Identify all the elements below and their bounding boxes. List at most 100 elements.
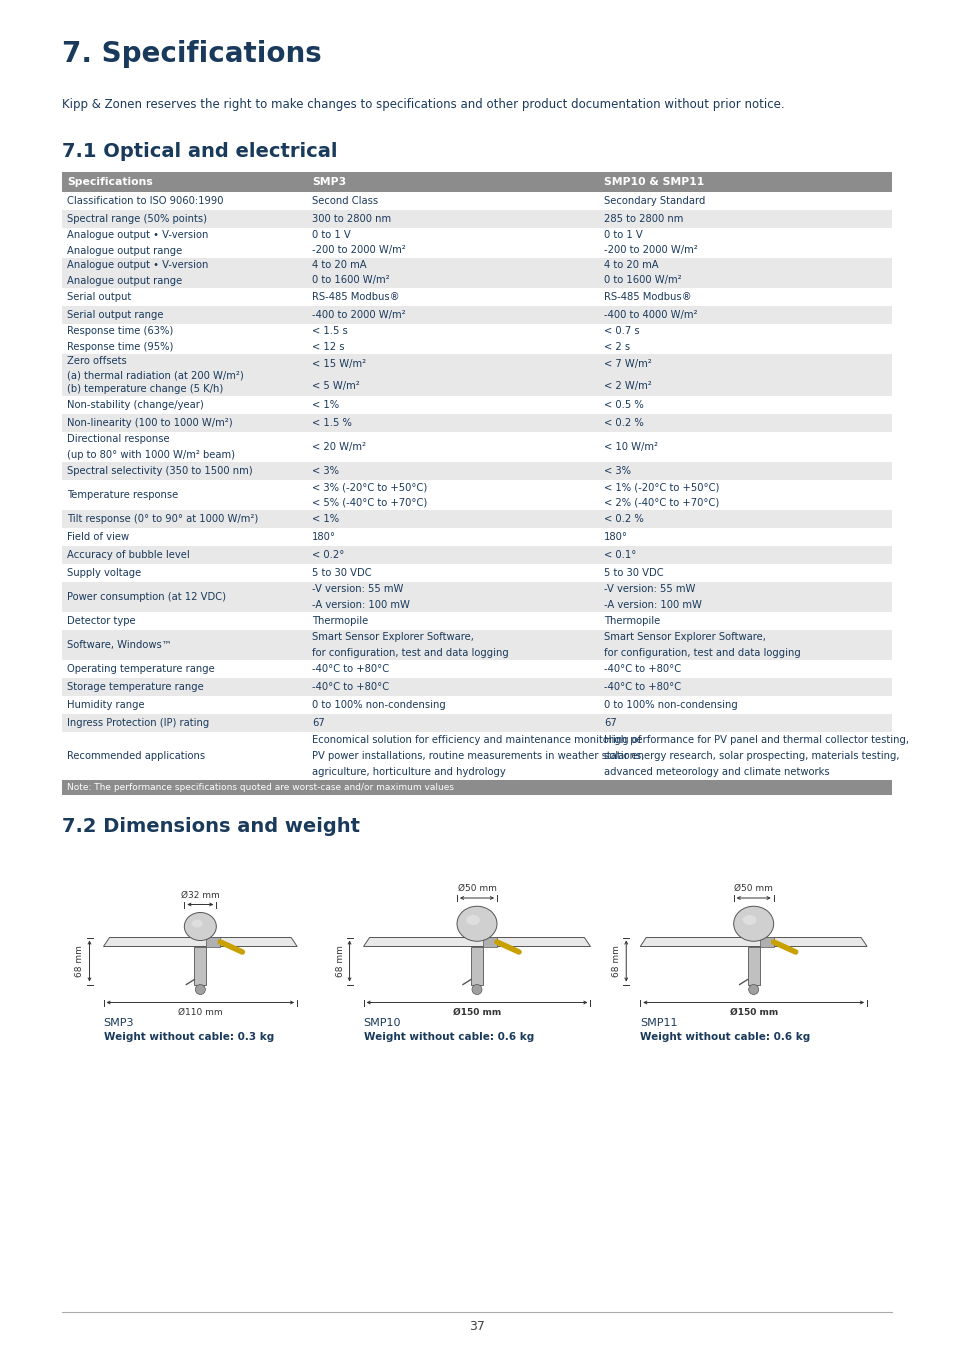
Text: PV power installations, routine measurements in weather stations,: PV power installations, routine measurem… <box>312 751 643 761</box>
Text: Weight without cable: 0.6 kg: Weight without cable: 0.6 kg <box>639 1033 810 1042</box>
Text: Kipp & Zonen reserves the right to make changes to specifications and other prod: Kipp & Zonen reserves the right to make … <box>62 99 783 111</box>
Text: Supply voltage: Supply voltage <box>67 568 141 578</box>
Text: < 1%: < 1% <box>312 400 338 410</box>
Text: for configuration, test and data logging: for configuration, test and data logging <box>603 648 800 657</box>
Ellipse shape <box>456 906 497 941</box>
Text: 5 to 30 VDC: 5 to 30 VDC <box>312 568 371 578</box>
Bar <box>62 732 891 780</box>
Text: 0 to 100% non-condensing: 0 to 100% non-condensing <box>603 701 737 710</box>
Bar <box>62 354 891 396</box>
Text: Analogue output range: Analogue output range <box>67 275 182 285</box>
Text: -V version: 55 mW: -V version: 55 mW <box>603 585 695 594</box>
Bar <box>62 288 891 306</box>
Text: Thermopile: Thermopile <box>312 616 368 626</box>
Text: < 0.7 s: < 0.7 s <box>603 327 639 336</box>
Text: 0 to 100% non-condensing: 0 to 100% non-condensing <box>312 701 445 710</box>
Text: < 1.5 %: < 1.5 % <box>312 418 352 428</box>
Bar <box>62 192 891 211</box>
Text: advanced meteorology and climate networks: advanced meteorology and climate network… <box>603 767 829 778</box>
Bar <box>62 211 891 228</box>
Ellipse shape <box>741 915 756 925</box>
Text: < 5 W/m²: < 5 W/m² <box>312 381 359 390</box>
Text: -A version: 100 mW: -A version: 100 mW <box>312 599 409 609</box>
Text: < 20 W/m²: < 20 W/m² <box>312 441 365 452</box>
Text: -400 to 4000 W/m²: -400 to 4000 W/m² <box>603 310 697 320</box>
Text: < 0.2°: < 0.2° <box>312 549 344 560</box>
Text: 0 to 1600 W/m²: 0 to 1600 W/m² <box>603 275 681 285</box>
Text: -40°C to +80°C: -40°C to +80°C <box>603 664 680 674</box>
Text: Ø50 mm: Ø50 mm <box>457 884 496 892</box>
Text: < 15 W/m²: < 15 W/m² <box>312 359 366 370</box>
Text: Detector type: Detector type <box>67 616 135 626</box>
Text: -400 to 2000 W/m²: -400 to 2000 W/m² <box>312 310 405 320</box>
Text: Accuracy of bubble level: Accuracy of bubble level <box>67 549 190 560</box>
Text: 180°: 180° <box>603 532 627 541</box>
Bar <box>62 697 891 714</box>
Bar <box>759 937 773 946</box>
Bar <box>62 660 891 678</box>
Bar <box>62 714 891 732</box>
Text: agriculture, horticulture and hydrology: agriculture, horticulture and hydrology <box>312 767 505 778</box>
Bar <box>62 678 891 697</box>
Ellipse shape <box>733 906 773 941</box>
Text: -200 to 2000 W/m²: -200 to 2000 W/m² <box>603 246 697 255</box>
Text: RS-485 Modbus®: RS-485 Modbus® <box>312 292 399 302</box>
Bar <box>62 510 891 528</box>
Text: Power consumption (at 12 VDC): Power consumption (at 12 VDC) <box>67 593 226 602</box>
Bar <box>62 481 891 510</box>
Circle shape <box>748 984 758 995</box>
Text: -200 to 2000 W/m²: -200 to 2000 W/m² <box>312 246 405 255</box>
Bar <box>62 228 891 258</box>
Text: Ø150 mm: Ø150 mm <box>453 1007 500 1017</box>
Text: < 5% (-40°C to +70°C): < 5% (-40°C to +70°C) <box>312 498 427 508</box>
Polygon shape <box>639 937 866 946</box>
Text: Smart Sensor Explorer Software,: Smart Sensor Explorer Software, <box>603 633 765 643</box>
Text: < 12 s: < 12 s <box>312 342 344 351</box>
Text: -40°C to +80°C: -40°C to +80°C <box>312 682 389 693</box>
Ellipse shape <box>192 919 203 927</box>
Text: (a) thermal radiation (at 200 W/m²): (a) thermal radiation (at 200 W/m²) <box>67 370 244 379</box>
Text: SMP10 & SMP11: SMP10 & SMP11 <box>603 177 703 188</box>
Text: Ø50 mm: Ø50 mm <box>734 884 772 892</box>
Text: SMP3: SMP3 <box>103 1018 133 1029</box>
Text: SMP11: SMP11 <box>639 1018 677 1029</box>
Text: 0 to 1 V: 0 to 1 V <box>603 231 642 240</box>
Text: < 2% (-40°C to +70°C): < 2% (-40°C to +70°C) <box>603 498 719 508</box>
Text: < 2 s: < 2 s <box>603 342 630 351</box>
Text: 0 to 1 V: 0 to 1 V <box>312 231 351 240</box>
Text: Ø110 mm: Ø110 mm <box>178 1007 222 1017</box>
Text: SMP10: SMP10 <box>363 1018 400 1029</box>
Text: < 3%: < 3% <box>603 466 630 477</box>
Bar <box>194 946 206 984</box>
Text: Temperature response: Temperature response <box>67 490 178 500</box>
Text: 4 to 20 mA: 4 to 20 mA <box>312 261 366 270</box>
Text: 7.2 Dimensions and weight: 7.2 Dimensions and weight <box>62 817 359 836</box>
Text: < 3% (-20°C to +50°C): < 3% (-20°C to +50°C) <box>312 482 427 493</box>
Text: 4 to 20 mA: 4 to 20 mA <box>603 261 658 270</box>
Text: Weight without cable: 0.6 kg: Weight without cable: 0.6 kg <box>363 1033 534 1042</box>
Text: 180°: 180° <box>312 532 335 541</box>
Text: Storage temperature range: Storage temperature range <box>67 682 204 693</box>
Text: 67: 67 <box>603 718 616 728</box>
Text: Software, Windows™: Software, Windows™ <box>67 640 172 649</box>
Text: Recommended applications: Recommended applications <box>67 751 205 761</box>
Text: RS-485 Modbus®: RS-485 Modbus® <box>603 292 691 302</box>
Text: Economical solution for efficiency and maintenance monitoring of: Economical solution for efficiency and m… <box>312 734 640 745</box>
Text: High performance for PV panel and thermal collector testing,: High performance for PV panel and therma… <box>603 734 908 745</box>
Text: < 0.1°: < 0.1° <box>603 549 636 560</box>
Text: Thermopile: Thermopile <box>603 616 659 626</box>
Bar <box>62 462 891 481</box>
Circle shape <box>195 984 205 995</box>
Bar <box>482 937 497 946</box>
Bar <box>62 432 891 462</box>
Text: solar energy research, solar prospecting, materials testing,: solar energy research, solar prospecting… <box>603 751 899 761</box>
Text: Non-linearity (100 to 1000 W/m²): Non-linearity (100 to 1000 W/m²) <box>67 418 233 428</box>
Text: Humidity range: Humidity range <box>67 701 145 710</box>
Text: 68 mm: 68 mm <box>612 945 620 977</box>
Circle shape <box>472 984 481 995</box>
Text: Ø32 mm: Ø32 mm <box>181 891 219 899</box>
Text: 7. Specifications: 7. Specifications <box>62 40 321 68</box>
Bar <box>62 171 891 192</box>
Bar <box>471 946 482 984</box>
Text: Ingress Protection (IP) rating: Ingress Protection (IP) rating <box>67 718 209 728</box>
